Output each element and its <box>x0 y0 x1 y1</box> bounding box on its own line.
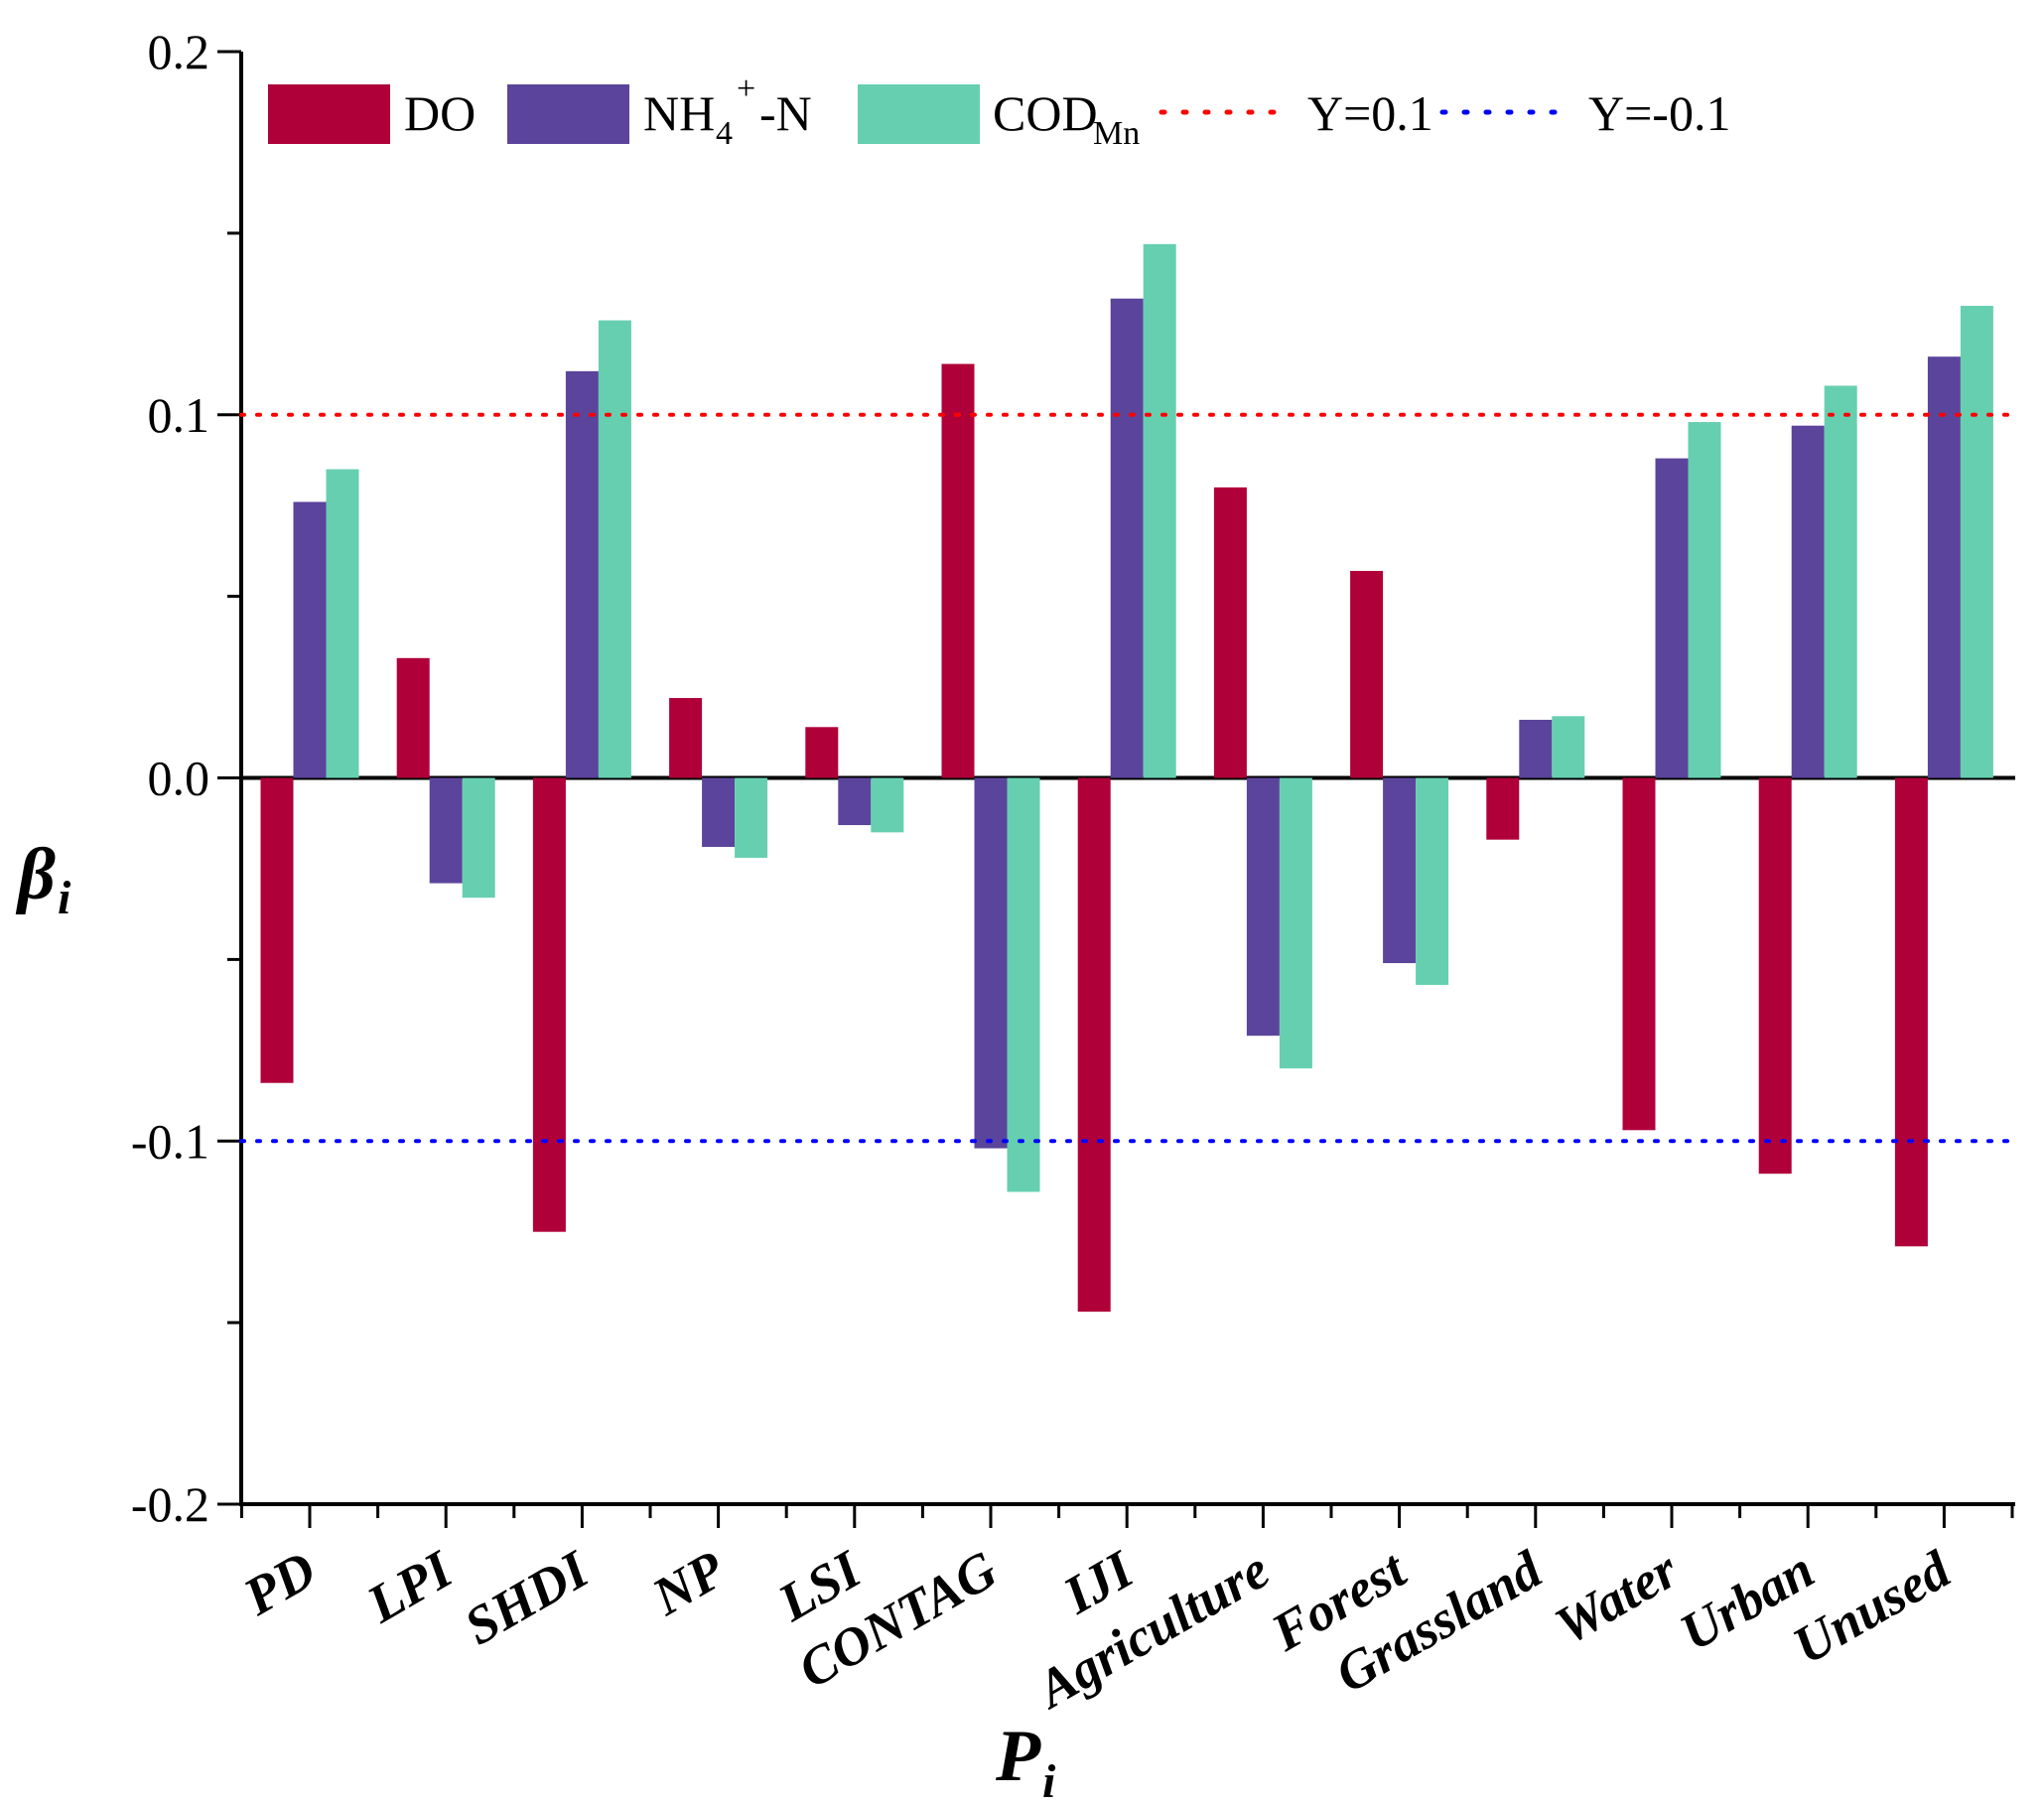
y-tick-label: -0.1 <box>131 1113 209 1169</box>
bar-codmn-water <box>1688 422 1721 778</box>
legend-label-nh4: NH <box>643 85 715 141</box>
bar-do-iji <box>1077 777 1111 1313</box>
bar-do-contag <box>941 363 975 778</box>
bar-codmn-iji <box>1143 243 1176 778</box>
bar-do-np <box>669 698 703 778</box>
x-axis-title: P <box>995 1716 1041 1797</box>
legend-label-ref-pos: Y=0.1 <box>1307 85 1433 141</box>
bar-do-forest <box>1350 571 1384 778</box>
bar-do-lpi <box>396 657 430 778</box>
x-tick-label: Agriculture <box>1024 1539 1279 1720</box>
legend-swatch-codmn <box>858 84 980 144</box>
bar-nh4n-unused <box>1927 356 1961 778</box>
x-tick-label: NP <box>641 1539 735 1627</box>
bar-codmn-grassland <box>1552 716 1585 778</box>
x-tick-label: Unused <box>1783 1539 1961 1676</box>
bar-codmn-lsi <box>871 777 904 833</box>
legend-label-codmn-subscript: Mn <box>1093 115 1140 152</box>
x-tick-label: LPI <box>356 1538 464 1634</box>
y-tick-label: -0.2 <box>131 1476 209 1532</box>
x-tick-label: SHDI <box>455 1538 600 1656</box>
legend-label-ref-neg: Y=-0.1 <box>1588 85 1730 141</box>
legend-label-nh4-superscript: + <box>737 70 755 107</box>
bar-do-unused <box>1894 777 1928 1247</box>
bar-nh4n-pd <box>293 501 327 778</box>
bar-codmn-lpi <box>462 777 495 899</box>
bar-codmn-np <box>735 777 768 858</box>
bar-codmn-contag <box>1007 777 1040 1192</box>
x-tick-label: Water <box>1546 1539 1689 1656</box>
bar-nh4n-agriculture <box>1246 777 1280 1037</box>
legend-label-nh4-subscript: 4 <box>716 115 733 152</box>
bar-nh4n-np <box>702 777 736 847</box>
y-tick-label: 0.0 <box>148 751 210 806</box>
legend-label-do: DO <box>404 85 476 141</box>
bar-codmn-shdi <box>598 320 631 778</box>
legend-swatch-do <box>268 84 390 144</box>
x-tick-label: PD <box>233 1539 326 1626</box>
bar-nh4n-shdi <box>565 370 599 778</box>
bar-nh4n-contag <box>974 777 1008 1149</box>
bar-codmn-pd <box>326 469 359 778</box>
bar-nh4n-lpi <box>429 777 463 884</box>
bar-do-shdi <box>532 777 566 1232</box>
legend-label-nh4-suffix: -N <box>759 85 812 141</box>
bar-do-lsi <box>805 727 839 778</box>
legend-swatch-nh4 <box>507 84 629 144</box>
bar-do-water <box>1622 777 1656 1131</box>
bar-codmn-unused <box>1960 306 1993 778</box>
y-tick-label: 0.2 <box>148 24 210 79</box>
legend-label-codmn: COD <box>993 85 1098 141</box>
bar-nh4n-forest <box>1383 777 1417 964</box>
bar-nh4n-water <box>1655 458 1689 778</box>
bar-nh4n-grassland <box>1519 719 1553 778</box>
bar-codmn-urban <box>1824 385 1857 778</box>
bar-codmn-agriculture <box>1279 777 1312 1069</box>
bar-nh4n-iji <box>1110 298 1144 778</box>
bar-nh4n-lsi <box>838 777 872 826</box>
y-tick-label: 0.1 <box>148 387 210 443</box>
bar-codmn-forest <box>1416 777 1449 985</box>
bar-do-agriculture <box>1213 486 1247 778</box>
y-axis-title: β <box>15 834 56 915</box>
bar-do-urban <box>1758 777 1792 1175</box>
y-axis-title-subscript: i <box>58 872 71 924</box>
bar-do-grassland <box>1486 777 1520 840</box>
bar-nh4n-urban <box>1791 425 1825 778</box>
x-axis-title-subscript: i <box>1042 1755 1056 1802</box>
bar-do-pd <box>260 777 294 1083</box>
